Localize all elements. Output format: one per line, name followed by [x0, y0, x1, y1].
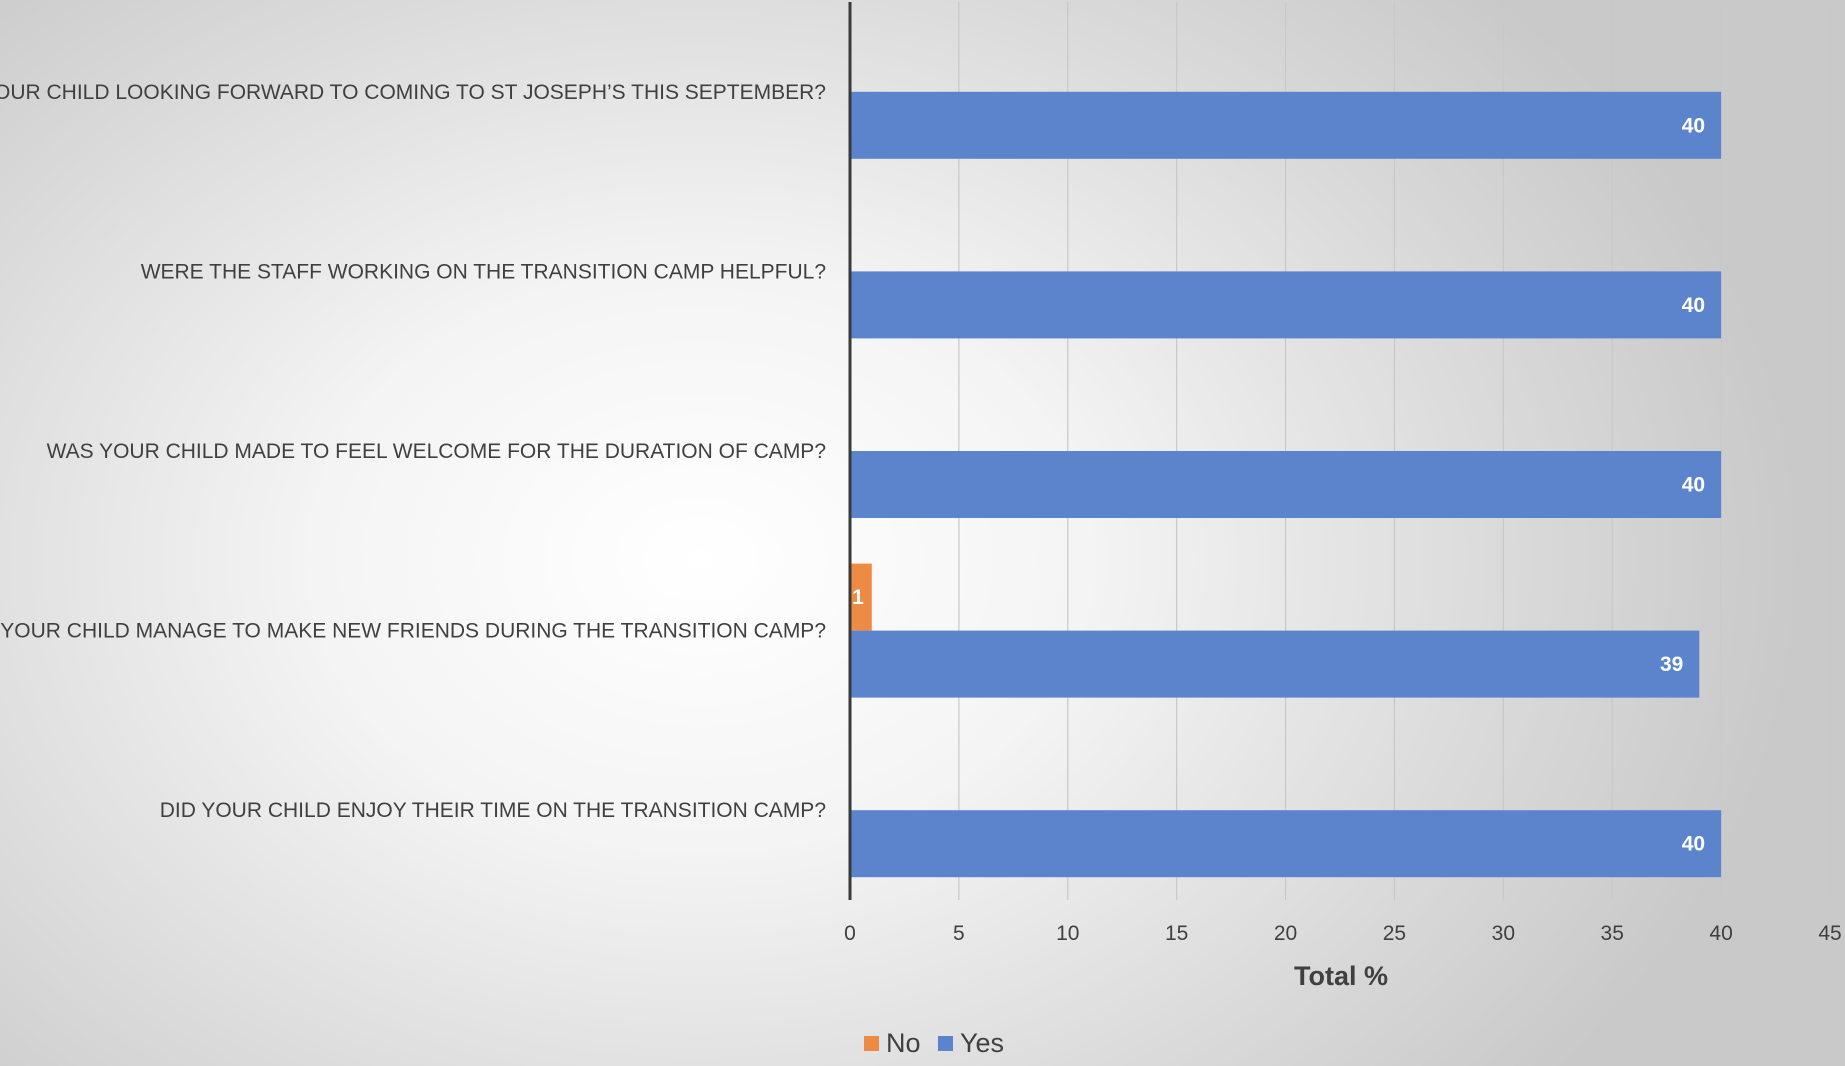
data-label-yes: 40 — [1682, 833, 1705, 856]
bar-yes — [850, 271, 1722, 339]
bar-no — [850, 563, 872, 631]
x-tick-label: 0 — [844, 922, 856, 945]
x-axis-title: Total % — [1294, 961, 1388, 991]
bar-yes — [850, 810, 1722, 878]
legend-swatch-yes — [938, 1036, 953, 1051]
x-tick-labels: 0 5 10 15 20 25 30 35 40 45 — [844, 922, 1842, 945]
bars: 40 40 40 1 39 40 — [850, 91, 1722, 878]
x-tick-label: 10 — [1056, 922, 1079, 945]
category-label: WAS YOUR CHILD MADE TO FEEL WELCOME FOR … — [47, 440, 826, 463]
category-label: DID YOUR CHILD ENJOY THEIR TIME ON THE T… — [160, 799, 826, 822]
x-tick-label: 20 — [1274, 922, 1297, 945]
legend-label-no: No — [886, 1028, 921, 1058]
category-labels: IS YOUR CHILD LOOKING FORWARD TO COMING … — [0, 81, 826, 822]
data-label-yes: 40 — [1682, 474, 1705, 497]
x-tick-label: 40 — [1709, 922, 1732, 945]
data-label-no: 1 — [852, 586, 864, 609]
x-tick-label: 45 — [1818, 922, 1841, 945]
x-tick-label: 35 — [1601, 922, 1624, 945]
legend-swatch-no — [864, 1036, 879, 1051]
category-label: DID YOUR CHILD MANAGE TO MAKE NEW FRIEND… — [0, 620, 826, 643]
data-label-yes: 40 — [1682, 294, 1705, 317]
x-tick-label: 5 — [953, 922, 965, 945]
x-tick-label: 30 — [1492, 922, 1515, 945]
x-tick-label: 15 — [1165, 922, 1188, 945]
bar-yes — [850, 91, 1722, 159]
legend-label-yes: Yes — [960, 1028, 1004, 1058]
data-label-yes: 39 — [1660, 653, 1683, 676]
legend: No Yes — [864, 1028, 1004, 1058]
data-label-yes: 40 — [1682, 114, 1705, 137]
bar-yes — [850, 630, 1700, 698]
bar-yes — [850, 451, 1722, 518]
x-tick-label: 25 — [1383, 922, 1406, 945]
category-label: IS YOUR CHILD LOOKING FORWARD TO COMING … — [0, 81, 826, 104]
category-label: WERE THE STAFF WORKING ON THE TRANSITION… — [141, 260, 826, 283]
